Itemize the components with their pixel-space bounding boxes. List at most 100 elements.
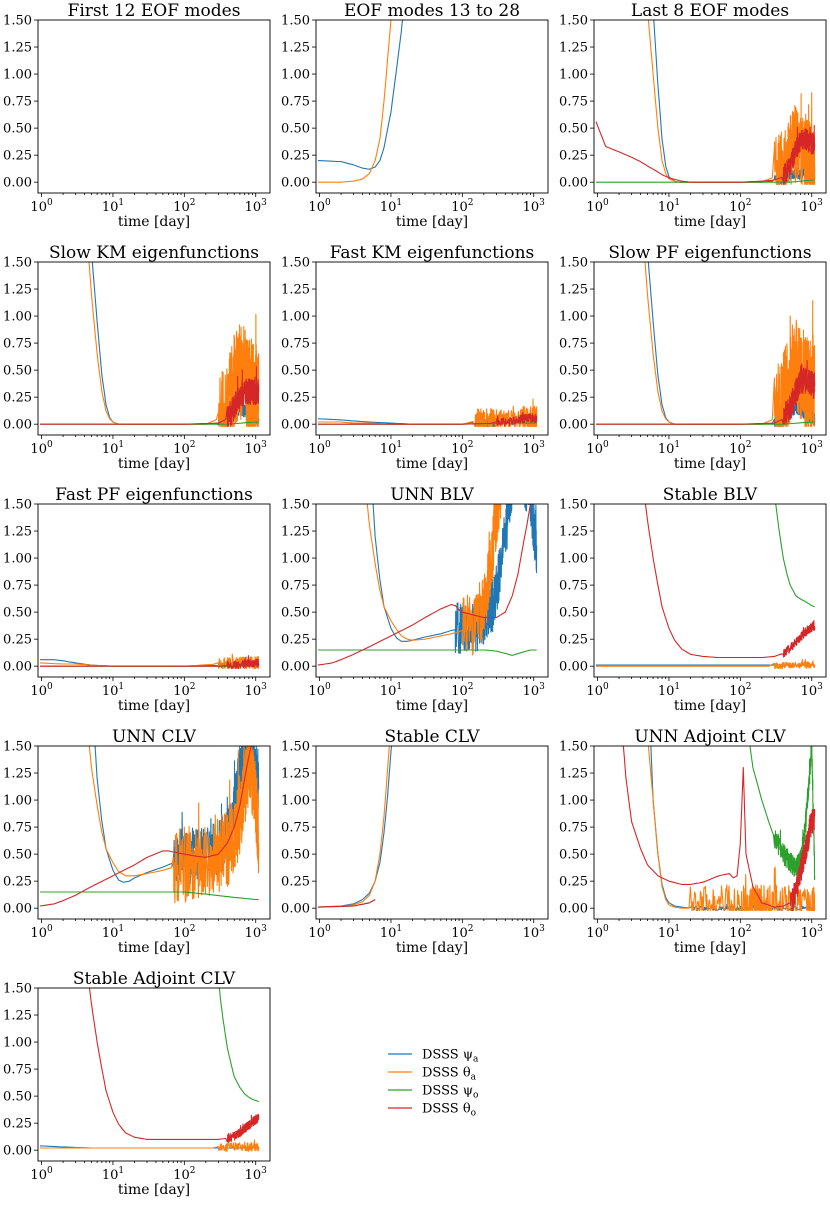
- y-tick-label: 1.25: [3, 1009, 32, 1024]
- y-tick-label: 0.50: [559, 606, 588, 621]
- y-tick-label: 1.00: [281, 794, 310, 809]
- series-group: [317, 504, 538, 666]
- y-tick-label: 0.00: [3, 660, 32, 675]
- panel-title: Fast KM eigenfunctions: [330, 243, 535, 263]
- x-tick-label: 101: [380, 440, 402, 457]
- x-tick-label: 100: [308, 682, 331, 699]
- x-tick-label: 101: [102, 682, 124, 699]
- x-tick-label: 102: [729, 440, 751, 457]
- x-tick-label: 100: [308, 198, 331, 215]
- y-tick-label: 0.75: [3, 821, 32, 836]
- x-tick-label: 100: [30, 682, 53, 699]
- y-tick-label: 1.00: [559, 552, 588, 567]
- series-line-dsss-a-1: [647, 746, 816, 911]
- x-tick-label: 100: [586, 198, 609, 215]
- panel-fast-km-eigenfunctions: 0.00 0.25 0.50 0.75 1.00 1.25 1.50 100 101 102 103…: [281, 243, 549, 472]
- x-tick-label: 102: [173, 440, 195, 457]
- series-line-dsss-a-1: [647, 20, 816, 185]
- series-line-dsss-o-3: [318, 411, 538, 427]
- y-tick-label: 0.25: [559, 633, 588, 648]
- x-tick-label: 100: [308, 440, 331, 457]
- y-tick-label: 1.25: [3, 525, 32, 540]
- series-line-dsss-o-3: [622, 746, 816, 911]
- plot-frame: [37, 503, 271, 678]
- y-tick-label: 0.50: [281, 606, 310, 621]
- series-line-dsss-o-3: [317, 504, 532, 666]
- y-tick-label: 0.50: [559, 848, 588, 863]
- y-tick-label: 0.00: [3, 1144, 32, 1159]
- y-tick-label: 1.50: [559, 14, 588, 29]
- series-group: [39, 988, 260, 1152]
- y-tick-label: 1.25: [559, 41, 588, 56]
- x-tick-label: 103: [801, 682, 824, 699]
- x-axis-label: time [day]: [674, 214, 746, 230]
- y-tick-label: 1.25: [3, 41, 32, 56]
- y-tick-label: 0.75: [3, 95, 32, 110]
- y-tick-label: 0.75: [559, 337, 588, 352]
- x-tick-label: 102: [451, 682, 473, 699]
- panel-last-8-eof-modes: 0.00 0.25 0.50 0.75 1.00 1.25 1.50 100 101 102 103…: [559, 1, 827, 230]
- y-tick-label: 0.75: [3, 337, 32, 352]
- x-tick-label: 101: [102, 440, 124, 457]
- panel-unn-clv: 0.00 0.25 0.50 0.75 1.00 1.25 1.50 100 101 102 103…: [3, 727, 271, 956]
- legend-label: DSSS θo: [422, 1102, 476, 1119]
- y-tick-label: 1.00: [3, 1036, 32, 1051]
- x-tick-label: 103: [801, 924, 824, 941]
- x-tick-label: 101: [658, 198, 680, 215]
- y-tick-label: 1.50: [3, 256, 32, 271]
- x-axis-label: time [day]: [118, 214, 190, 230]
- y-tick-label: 1.25: [559, 525, 588, 540]
- plot-frame: [315, 19, 549, 194]
- y-tick-label: 1.25: [3, 767, 32, 782]
- series-line-dsss-o-3: [596, 359, 816, 425]
- series-line-dsss-o-3: [39, 746, 252, 907]
- y-tick-label: 1.50: [559, 740, 588, 755]
- y-tick-label: 1.00: [281, 310, 310, 325]
- series-group: [317, 746, 393, 908]
- y-tick-label: 0.75: [3, 579, 32, 594]
- series-group: [596, 504, 816, 669]
- panel-title: Last 8 EOF modes: [631, 1, 789, 21]
- legend-label: DSSS ψo: [422, 1084, 478, 1101]
- series-group: [595, 20, 816, 185]
- panel-title: EOF modes 13 to 28: [344, 1, 520, 21]
- y-tick-label: 1.00: [559, 310, 588, 325]
- panel-title: Stable BLV: [663, 485, 758, 505]
- x-axis-label: time [day]: [396, 940, 468, 956]
- series-line-dsss-a-1: [366, 504, 502, 656]
- legend-label: DSSS ψa: [422, 1048, 479, 1065]
- x-tick-label: 101: [380, 682, 402, 699]
- y-tick-label: 0.25: [3, 875, 32, 890]
- x-tick-label: 101: [380, 198, 402, 215]
- y-tick-label: 0.00: [3, 418, 32, 433]
- x-tick-label: 103: [523, 924, 546, 941]
- y-tick-label: 0.50: [3, 848, 32, 863]
- x-tick-label: 103: [523, 198, 546, 215]
- plot-frame: [593, 503, 827, 678]
- x-tick-label: 100: [308, 924, 331, 941]
- y-tick-label: 0.00: [281, 660, 310, 675]
- y-tick-label: 1.00: [559, 68, 588, 83]
- series-line-dsss-a-0: [650, 746, 816, 911]
- y-tick-label: 0.25: [281, 391, 310, 406]
- x-tick-label: 102: [729, 924, 751, 941]
- x-tick-label: 102: [729, 198, 751, 215]
- y-tick-label: 0.00: [559, 176, 588, 191]
- panel-eof-modes-13-to-28: 0.00 0.25 0.50 0.75 1.00 1.25 1.50 100 101 102 103…: [281, 1, 549, 230]
- x-tick-label: 100: [586, 924, 609, 941]
- x-tick-label: 103: [801, 440, 824, 457]
- series-group: [317, 398, 538, 427]
- y-tick-label: 0.75: [281, 95, 310, 110]
- series-group: [39, 653, 260, 669]
- y-tick-label: 0.50: [559, 364, 588, 379]
- series-line-dsss-a-1: [40, 1139, 260, 1152]
- y-tick-label: 0.75: [281, 821, 310, 836]
- series-line-dsss-a-1: [88, 746, 260, 904]
- plot-frame: [593, 261, 827, 436]
- y-tick-label: 0.50: [281, 848, 310, 863]
- panel-title: Stable CLV: [385, 727, 481, 747]
- series-line-dsss-o-2: [596, 179, 815, 183]
- x-tick-label: 101: [102, 1166, 124, 1183]
- x-tick-label: 103: [245, 682, 268, 699]
